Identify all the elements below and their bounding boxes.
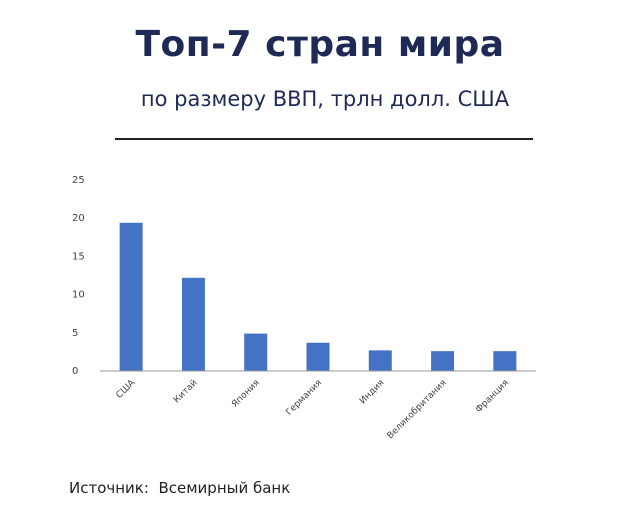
x-tick-label: Китай	[172, 378, 200, 406]
bar	[369, 350, 392, 371]
y-tick-label: 0	[72, 366, 78, 377]
x-tick-label: Франция	[474, 378, 511, 415]
bar	[244, 334, 267, 371]
y-tick-label: 5	[72, 328, 78, 339]
source-value: Всемирный банк	[158, 479, 290, 497]
bars	[120, 223, 517, 371]
x-tick-label: Индия	[358, 378, 386, 406]
bar	[182, 278, 205, 371]
bar	[431, 351, 454, 371]
bar	[493, 351, 516, 371]
bar	[120, 223, 143, 371]
y-tick-label: 10	[72, 290, 85, 301]
x-tick-label: Великобритания	[386, 378, 449, 441]
source-note: Источник: Всемирный банк	[69, 479, 290, 497]
source-label: Источник:	[69, 479, 149, 497]
x-tick-label: США	[115, 377, 138, 400]
y-tick-label: 15	[72, 251, 85, 262]
bar	[307, 343, 330, 371]
x-axis-ticks: США Китай Япония Германия Индия Великобритани…	[115, 377, 511, 441]
x-tick-label: Германия	[284, 378, 324, 418]
y-tick-label: 20	[72, 213, 85, 224]
x-tick-label: Япония	[230, 378, 262, 410]
y-tick-label: 25	[72, 175, 85, 186]
y-axis-ticks: 0 5 10 15 20 25	[72, 175, 85, 377]
